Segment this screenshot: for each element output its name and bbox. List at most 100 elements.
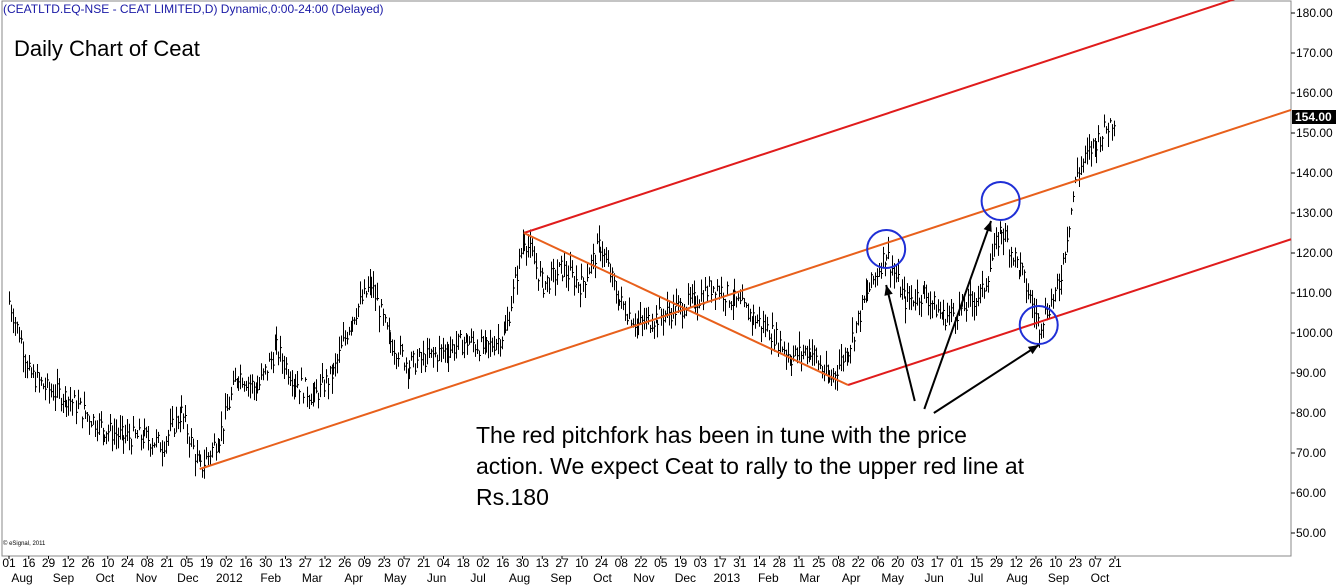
x-day-label: 21: [1108, 556, 1122, 570]
x-month-label: Jun: [427, 571, 446, 585]
x-day-label: 29: [990, 556, 1004, 570]
x-month-label: Jun: [924, 571, 943, 585]
x-day-label: 01: [950, 556, 964, 570]
symbol-header: (CEATLTD.EQ-NSE - CEAT LIMITED,D) Dynami…: [3, 2, 384, 16]
x-day-label: 02: [220, 556, 234, 570]
annotation-arrowhead: [1027, 345, 1039, 355]
x-day-label: 12: [62, 556, 76, 570]
x-month-label: Aug: [11, 571, 32, 585]
x-day-label: 05: [180, 556, 194, 570]
x-month-label: Apr: [842, 571, 861, 585]
x-month-label: Nov: [136, 571, 157, 585]
x-month-label: Sep: [1048, 571, 1070, 585]
x-day-label: 31: [733, 556, 747, 570]
y-tick-label: 50.00: [1296, 526, 1326, 540]
y-tick-label: 120.00: [1296, 246, 1333, 260]
x-day-label: 07: [397, 556, 411, 570]
x-day-label: 14: [753, 556, 767, 570]
y-tick-label: 160.00: [1296, 86, 1333, 100]
y-tick-label: 80.00: [1296, 406, 1326, 420]
x-month-label: Oct: [96, 571, 115, 585]
x-day-label: 08: [141, 556, 155, 570]
annotation-arrowhead: [983, 221, 992, 232]
x-day-label: 16: [496, 556, 510, 570]
x-day-label: 22: [852, 556, 866, 570]
annotation-arrowhead: [884, 285, 893, 296]
x-month-label: Dec: [675, 571, 696, 585]
x-day-label: 12: [318, 556, 332, 570]
y-tick-label: 90.00: [1296, 366, 1326, 380]
annotation-arrow: [923, 220, 992, 410]
x-day-label: 13: [536, 556, 550, 570]
x-day-label: 10: [1049, 556, 1063, 570]
y-tick-label: 110.00: [1296, 286, 1332, 300]
x-day-label: 25: [812, 556, 826, 570]
x-day-label: 19: [200, 556, 214, 570]
x-axis: 01 16 29 12 26 10 24 08 21 05 19 02 16 30 13 27 12 26 09 23…: [2, 556, 1122, 585]
x-day-label: 13: [279, 556, 293, 570]
pitchfork-lower-line: [847, 238, 1292, 386]
x-month-label: Jul: [968, 571, 983, 585]
x-month-label: 2013: [713, 571, 740, 585]
x-day-label: 17: [713, 556, 727, 570]
x-month-label: Sep: [550, 571, 572, 585]
x-day-label: 28: [773, 556, 787, 570]
last-price-label: 154.00: [1295, 110, 1332, 124]
x-day-label: 30: [516, 556, 530, 570]
annotation-arrows: [884, 220, 1040, 414]
annotation-arrow: [885, 284, 916, 402]
x-day-label: 01: [2, 556, 16, 570]
x-month-label: May: [384, 571, 407, 585]
x-day-label: 09: [358, 556, 372, 570]
x-day-label: 10: [575, 556, 589, 570]
x-day-label: 27: [555, 556, 569, 570]
x-day-label: 26: [81, 556, 95, 570]
x-day-label: 05: [654, 556, 668, 570]
pitchfork-upper-line: [523, 0, 1236, 234]
x-month-label: Mar: [302, 571, 323, 585]
y-tick-label: 140.00: [1296, 166, 1333, 180]
pitchfork-handle-line: [523, 232, 849, 386]
x-month-label: Dec: [177, 571, 198, 585]
x-day-label: 26: [338, 556, 352, 570]
y-tick-label: 150.00: [1296, 126, 1333, 140]
x-month-label: Mar: [799, 571, 820, 585]
x-month-label: Oct: [1091, 571, 1110, 585]
x-day-label: 07: [1089, 556, 1103, 570]
x-month-label: Sep: [53, 571, 75, 585]
x-day-label: 16: [22, 556, 36, 570]
y-tick-label: 180.00: [1296, 6, 1333, 20]
x-day-label: 22: [634, 556, 648, 570]
highlight-circles: [866, 181, 1059, 345]
x-day-label: 08: [615, 556, 629, 570]
x-day-label: 17: [931, 556, 945, 570]
x-day-label: 12: [1010, 556, 1024, 570]
x-day-label: 26: [1029, 556, 1043, 570]
x-month-label: Jul: [470, 571, 485, 585]
x-month-label: Oct: [593, 571, 612, 585]
annotation-arrow: [933, 344, 1040, 414]
x-day-label: 21: [160, 556, 174, 570]
x-day-label: 24: [121, 556, 135, 570]
y-tick-label: 170.00: [1296, 46, 1333, 60]
highlight-circle: [1018, 305, 1059, 345]
x-day-label: 21: [417, 556, 431, 570]
x-month-label: Apr: [344, 571, 363, 585]
chart-annotation: The red pitchfork has been in tune with …: [476, 422, 1025, 510]
x-day-label: 23: [1069, 556, 1083, 570]
x-day-label: 29: [42, 556, 56, 570]
pitchfork-median-line: [199, 108, 1292, 470]
x-month-label: Aug: [509, 571, 530, 585]
y-axis: 50.00 60.00 70.00 80.00 90.00 100.00 110.00 120…: [1291, 6, 1336, 540]
x-month-label: May: [881, 571, 904, 585]
x-month-label: Nov: [633, 571, 654, 585]
highlight-circle: [866, 229, 907, 269]
x-month-label: Feb: [260, 571, 281, 585]
pitchfork: [199, 0, 1292, 470]
x-day-label: 16: [239, 556, 253, 570]
x-day-label: 27: [299, 556, 313, 570]
x-month-label: 2012: [216, 571, 243, 585]
x-day-label: 20: [891, 556, 905, 570]
